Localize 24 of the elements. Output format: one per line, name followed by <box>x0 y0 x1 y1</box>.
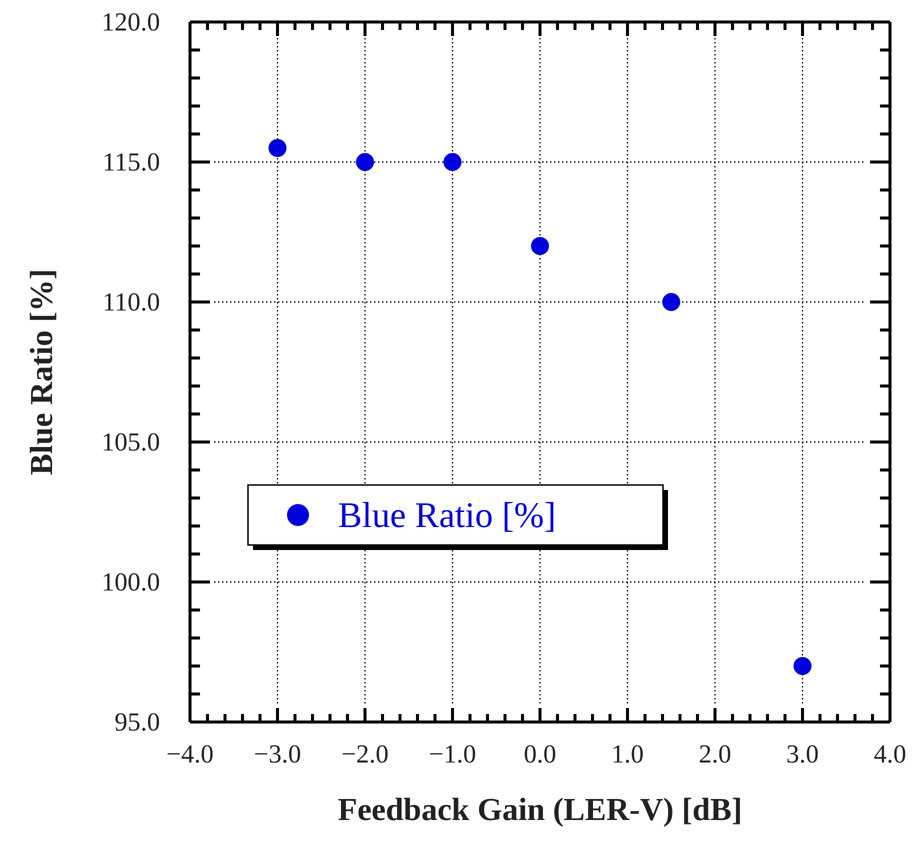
legend-label: Blue Ratio [%] <box>338 495 556 535</box>
x-axis-title: Feedback Gain (LER-V) [dB] <box>338 791 742 827</box>
point <box>268 139 286 157</box>
y-tick-label: 95.0 <box>114 707 160 736</box>
point <box>531 237 549 255</box>
x-tick-label: 0.0 <box>524 739 556 768</box>
point <box>356 153 374 171</box>
y-tick-label: 120.0 <box>102 7 160 36</box>
y-tick-label: 115.0 <box>102 147 160 176</box>
x-tick-label: 3.0 <box>786 739 819 768</box>
y-tick-label: 105.0 <box>102 427 160 456</box>
point <box>444 153 462 171</box>
x-tick-label: −2.0 <box>341 739 389 768</box>
x-tick-label: 4.0 <box>874 739 906 768</box>
x-tick-label: 2.0 <box>698 739 732 768</box>
point <box>794 657 812 675</box>
x-tick-label: −3.0 <box>254 739 302 768</box>
point <box>662 293 680 311</box>
y-tick-label: 110.0 <box>102 287 160 316</box>
x-tick-label: 1.0 <box>611 739 644 768</box>
x-tick-label: −1.0 <box>428 739 476 768</box>
y-tick-label: 100.0 <box>102 567 160 596</box>
x-tick-label: −4.0 <box>166 739 214 768</box>
y-axis-title: Blue Ratio [%] <box>23 268 59 476</box>
